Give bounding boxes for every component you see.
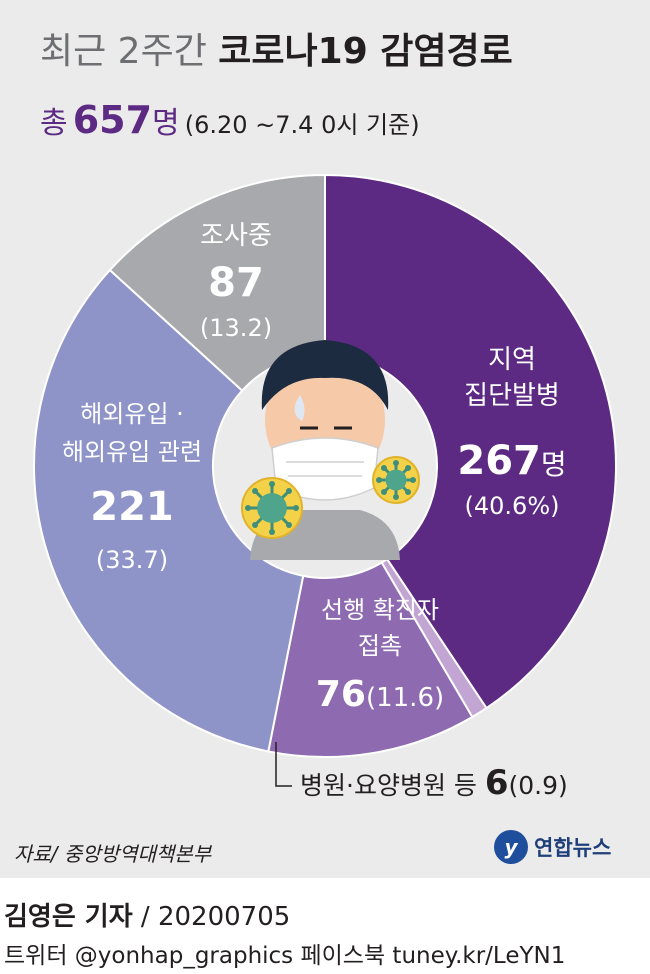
- face-mask-icon: [250, 340, 400, 560]
- logo-mark-icon: y: [494, 830, 528, 864]
- reporter-name: 김영은 기자: [4, 902, 133, 932]
- logo-text: 연합뉴스: [534, 836, 612, 860]
- chart-title: 최근 2주간 코로나19 감염경로: [40, 22, 513, 74]
- title-bold: 코로나19 감염경로: [218, 31, 513, 72]
- source-note: 자료/ 중앙방역대책본부: [14, 842, 212, 866]
- social-line: 트위터 @yonhap_graphics 페이스북 tuney.kr/LeYN1: [4, 943, 566, 969]
- slice-2-name: 접촉: [358, 632, 402, 660]
- total-note: (6.20 ~7.4 0시 기준): [184, 111, 420, 139]
- agency-logo: y 연합뉴스: [494, 830, 611, 864]
- slice-1-label: 병원·요양병원 등 6(0.9): [300, 763, 568, 803]
- reporter-date: / 20200705: [132, 902, 291, 932]
- slice-3-name: 해외유입 관련: [62, 438, 202, 466]
- slice-4: [108, 173, 326, 392]
- slice-1-leader: [275, 742, 292, 787]
- slice-3-pct: (33.7): [96, 546, 168, 574]
- reporter-line: 김영은 기자 / 20200705: [4, 896, 290, 933]
- slice-3-name: 해외유입 ·: [80, 400, 184, 428]
- slice-2-name: 선행 확진자: [321, 596, 439, 624]
- slice-0-name: 집단발병: [464, 381, 560, 411]
- slice-2-value: 76(11.6): [316, 674, 444, 715]
- slice-0-pct: (40.6%): [465, 492, 560, 520]
- slice-0-value: 267명: [457, 438, 566, 484]
- slice-4-name: 조사중: [200, 221, 272, 251]
- slice-0-name: 지역: [488, 345, 536, 375]
- title-light: 최근 2주간: [40, 31, 207, 72]
- virus-icon: [241, 477, 303, 539]
- chart-subtitle: 총 657명 (6.20 ~7.4 0시 기준): [40, 98, 420, 142]
- slice-3: [33, 268, 305, 753]
- total-prefix: 총: [40, 106, 68, 141]
- total-value: 657: [72, 98, 153, 142]
- slice-4-value: 87: [208, 260, 264, 306]
- total-unit: 명: [152, 106, 180, 141]
- slice-3-value: 221: [90, 484, 174, 530]
- virus-icon: [372, 456, 420, 504]
- slice-4-pct: (13.2): [200, 314, 272, 342]
